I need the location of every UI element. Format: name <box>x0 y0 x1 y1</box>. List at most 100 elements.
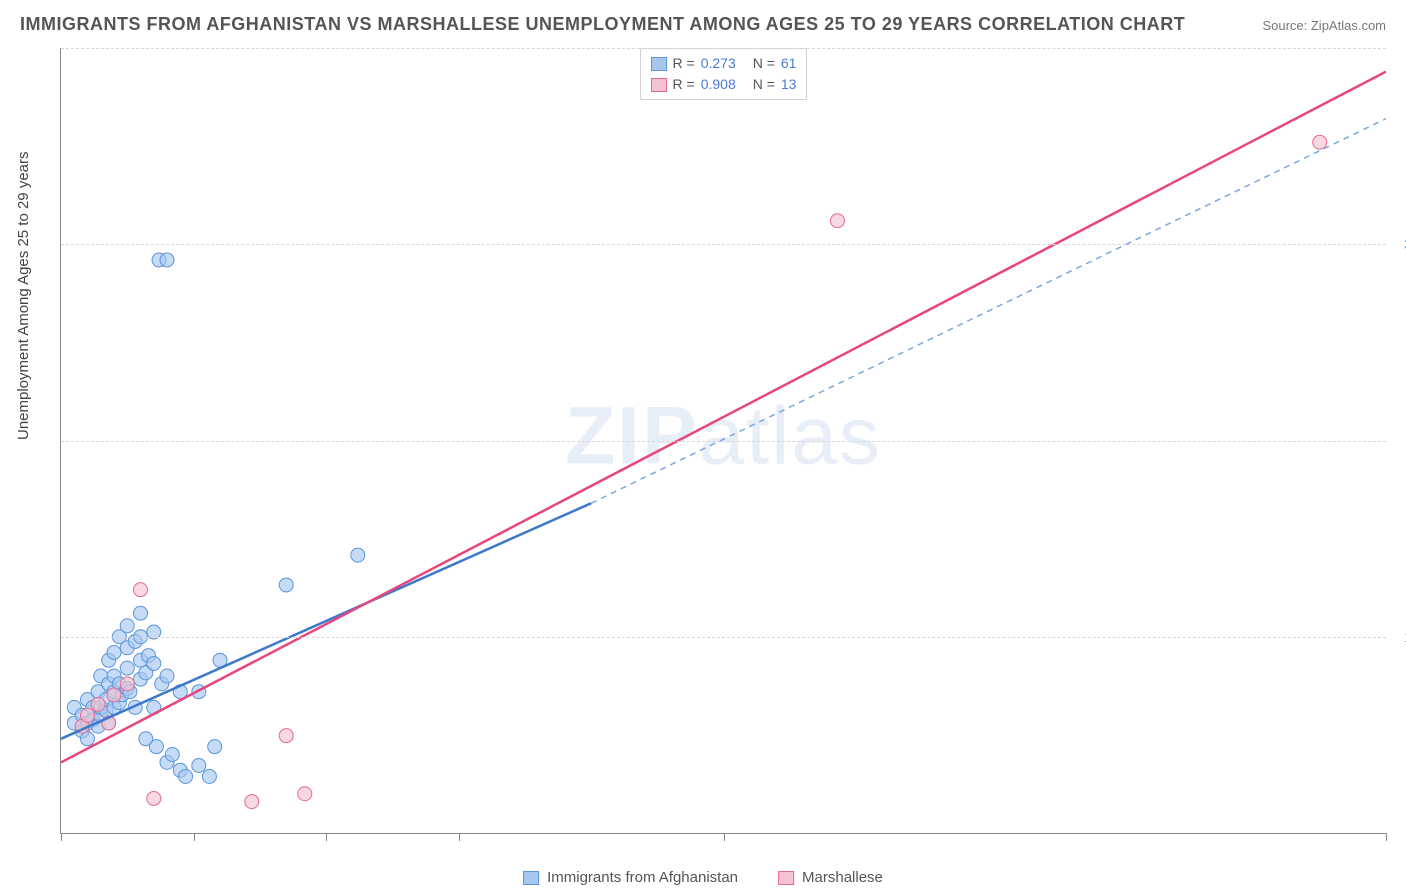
data-point <box>830 214 844 228</box>
data-point <box>81 732 95 746</box>
data-point <box>86 700 100 714</box>
legend-label: Marshallese <box>802 869 883 886</box>
data-point <box>67 700 81 714</box>
xtick <box>194 833 195 841</box>
data-point <box>147 700 161 714</box>
data-point <box>81 716 95 730</box>
data-point <box>139 732 153 746</box>
swatch-icon <box>651 57 667 71</box>
r-label: R = <box>673 53 695 74</box>
data-point <box>115 688 129 702</box>
data-point <box>75 724 89 738</box>
xtick <box>724 833 725 841</box>
data-point <box>75 719 89 733</box>
data-point <box>107 700 121 714</box>
legend-item-afghanistan: Immigrants from Afghanistan <box>523 869 738 886</box>
bottom-legend: Immigrants from Afghanistan Marshallese <box>523 869 883 886</box>
xtick <box>459 833 460 841</box>
data-point <box>245 795 259 809</box>
data-point <box>120 641 134 655</box>
data-point <box>81 693 95 707</box>
data-point <box>134 606 148 620</box>
data-point <box>141 649 155 663</box>
stats-legend-row: R =0.908N =13 <box>651 74 797 95</box>
data-point <box>94 669 108 683</box>
swatch-icon <box>523 871 539 885</box>
data-point <box>179 769 193 783</box>
data-point <box>91 685 105 699</box>
gridline-h <box>61 244 1386 245</box>
data-point <box>107 669 121 683</box>
xtick <box>1386 833 1387 841</box>
data-point <box>160 253 174 267</box>
data-point <box>351 548 365 562</box>
data-point <box>149 740 163 754</box>
n-label: N = <box>753 74 775 95</box>
gridline-h <box>61 637 1386 638</box>
data-point <box>112 696 126 710</box>
data-point <box>134 653 148 667</box>
data-point <box>67 716 81 730</box>
stats-legend: R =0.273N =61R =0.908N =13 <box>640 48 808 100</box>
data-point <box>139 666 153 680</box>
data-point <box>102 716 116 730</box>
data-point <box>112 677 126 691</box>
gridline-h <box>61 441 1386 442</box>
data-point <box>160 669 174 683</box>
data-point <box>134 672 148 686</box>
xtick <box>61 833 62 841</box>
data-point <box>107 685 121 699</box>
data-point <box>213 653 227 667</box>
data-point <box>94 708 108 722</box>
data-point <box>279 578 293 592</box>
data-point <box>152 253 166 267</box>
data-point <box>147 656 161 670</box>
data-point <box>91 719 105 733</box>
data-point <box>107 688 121 702</box>
swatch-icon <box>651 78 667 92</box>
legend-item-marshallese: Marshallese <box>778 869 883 886</box>
data-point <box>298 787 312 801</box>
data-point <box>91 697 105 711</box>
data-point <box>120 677 134 691</box>
xtick <box>326 833 327 841</box>
data-point <box>208 740 222 754</box>
data-point <box>107 645 121 659</box>
data-point <box>160 755 174 769</box>
r-value: 0.273 <box>701 53 747 74</box>
legend-label: Immigrants from Afghanistan <box>547 869 738 886</box>
data-point <box>120 619 134 633</box>
swatch-icon <box>778 871 794 885</box>
data-point <box>155 677 169 691</box>
data-point <box>165 748 179 762</box>
data-point <box>128 700 142 714</box>
data-point <box>94 700 108 714</box>
data-point <box>147 791 161 805</box>
plot-area: ZIPatlas R =0.273N =61R =0.908N =13 12.5… <box>60 48 1386 834</box>
data-point <box>120 682 134 696</box>
data-point <box>279 729 293 743</box>
data-point <box>81 708 95 722</box>
data-point <box>102 716 116 730</box>
data-point <box>134 583 148 597</box>
data-point <box>86 713 100 727</box>
stats-legend-row: R = 0.273 N = 61 <box>651 53 797 74</box>
data-point <box>123 685 137 699</box>
data-point <box>102 653 116 667</box>
n-value: 13 <box>781 74 797 95</box>
n-label: N = <box>753 53 775 74</box>
n-value: 61 <box>781 53 797 74</box>
y-axis-title: Unemployment Among Ages 25 to 29 years <box>15 151 32 440</box>
data-point <box>202 769 216 783</box>
r-label: R = <box>673 74 695 95</box>
data-point <box>173 685 187 699</box>
data-point <box>192 685 206 699</box>
data-point <box>99 704 113 718</box>
data-point <box>75 708 89 722</box>
data-point <box>173 763 187 777</box>
source-label: Source: ZipAtlas.com <box>1262 18 1386 33</box>
watermark: ZIPatlas <box>565 389 882 483</box>
data-point <box>99 693 113 707</box>
data-point <box>120 661 134 675</box>
data-point <box>102 677 116 691</box>
